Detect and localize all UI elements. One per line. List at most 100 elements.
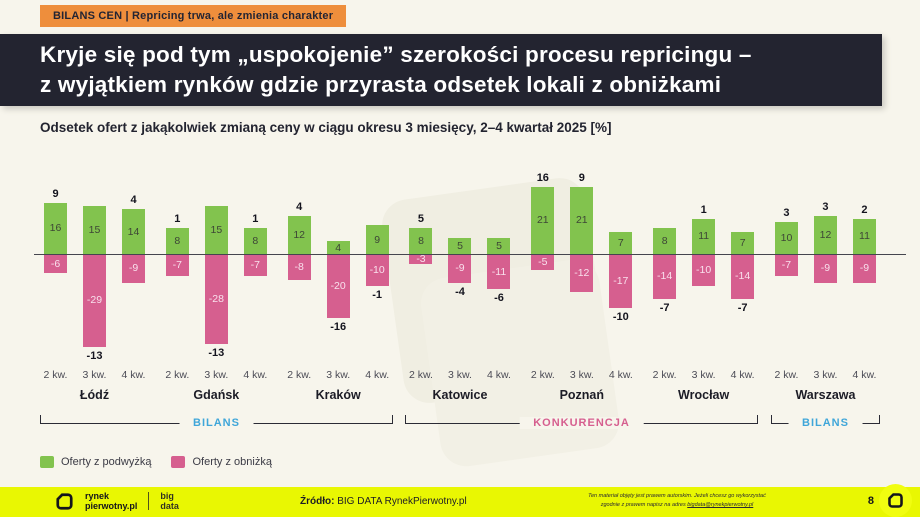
topic-badge: BILANS CEN | Repricing trwa, ale zmienia…	[40, 5, 347, 27]
bar-offers-down: -14	[653, 254, 677, 299]
footer-divider	[148, 492, 150, 511]
city-label: Poznań	[559, 388, 605, 402]
bar-value-up: 11	[698, 230, 710, 243]
bar-value-up: 9	[374, 233, 381, 246]
quarter-label: 2 kw.	[774, 369, 799, 381]
bar-slot: 12 -8 4	[282, 160, 317, 360]
bar-slot: 14 -9 4	[116, 160, 151, 360]
balance-label: 9	[52, 187, 59, 200]
copyright-line1: Ten materiał objęty jest prawem autorski…	[588, 493, 766, 499]
bar-value-down: -9	[859, 262, 870, 275]
bar-slot: 8 -3 5	[403, 160, 438, 360]
copyright-note: Ten materiał objęty jest prawem autorski…	[552, 492, 802, 510]
page-title: Kryje się pod tym „uspokojenie” szerokoś…	[0, 34, 882, 106]
bars-row: 10 -7 3 12 -9 3 11 -9 2	[769, 160, 882, 360]
quarter-label: 3 kw.	[691, 369, 716, 381]
bar-offers-up: 14	[122, 209, 145, 254]
city-label: Warszawa	[795, 388, 856, 402]
bar-slot: 5 -9 -4	[442, 160, 477, 360]
bar-offers-up: 8	[243, 228, 267, 254]
bar-offers-up: 10	[774, 222, 798, 254]
quarter-label: 2 kw.	[530, 369, 555, 381]
bar-offers-up: 5	[487, 238, 511, 254]
bar-value-up: 21	[536, 214, 549, 227]
quarter-label: 2 kw.	[652, 369, 677, 381]
bar-offers-down: -3	[409, 253, 433, 265]
page-number: 8	[867, 495, 874, 507]
quarter-label: 2 kw.	[43, 369, 68, 381]
bar-offers-down: -17	[609, 254, 633, 309]
bar-offers-up: 8	[409, 228, 433, 254]
bar-offers-down: -28	[204, 254, 228, 344]
bar-value-down: -7	[781, 259, 792, 272]
quarter-label: 4 kw.	[730, 369, 755, 381]
bar-slot: 8 -7 1	[160, 160, 195, 360]
quarters-row: 2 kw. 3 kw. 4 kw.	[282, 369, 395, 381]
bar-slot: 15 -28 -13	[199, 160, 234, 360]
page-title-line1: Kryje się pod tym „uspokojenie” szerokoś…	[40, 42, 752, 68]
bar-offers-up: 15	[83, 206, 106, 254]
bar-offers-down: -7	[243, 254, 267, 277]
bar-value-up: 12	[819, 228, 832, 241]
bar-slot: 10 -7 3	[769, 160, 804, 360]
balance-label: -7	[737, 301, 748, 314]
city-group: 8 -7 1 15 -28 -13 8 -7 1 2 kw. 3 kw. 4 kw. Gdańsk	[160, 160, 273, 402]
chart-legend: Oferty z podwyżką Oferty z obniżką	[40, 456, 272, 468]
bar-offers-down: -10	[692, 254, 716, 286]
balance-label: 4	[296, 200, 303, 213]
bar-offers-down: -12	[570, 254, 594, 293]
legend-swatch-up-icon	[40, 456, 54, 468]
city-group: 21 -5 16 21 -12 9 7 -17 -10 2 kw. 3 kw. 4 kw. Poznań	[525, 160, 638, 402]
brackets-row: BILANS KONKURENCJA BILANS	[38, 408, 882, 429]
bar-value-up: 16	[49, 222, 62, 235]
bar-offers-up: 11	[692, 218, 716, 254]
bar-offers-down: -9	[122, 254, 145, 283]
city-group: 8 -14 -7 11 -10 1 7 -14 -7 2 kw. 3 kw. 4 kw. Wrocław	[647, 160, 760, 402]
bars-row: 8 -7 1 15 -28 -13 8 -7 1	[160, 160, 273, 360]
bar-offers-up: 9	[365, 225, 389, 254]
bar-offers-down: -7	[774, 254, 798, 277]
copyright-email-link[interactable]: bigdata@rynekpierwotny.pl	[687, 501, 754, 508]
bar-slot: 12 -9 3	[808, 160, 843, 360]
bar-offers-down: -9	[852, 254, 876, 283]
balance-label: 16	[536, 171, 549, 184]
city-label: Łódź	[79, 388, 110, 402]
bar-value-down: -9	[455, 262, 465, 275]
bar-offers-down: -6	[44, 254, 67, 274]
legend-label-up: Oferty z podwyżką	[61, 456, 152, 468]
bar-slot: 8 -7 1	[238, 160, 273, 360]
balance-label: 9	[578, 171, 585, 184]
bar-offers-up: 11	[852, 218, 876, 254]
bar-slot: 16 -6 9	[38, 160, 73, 360]
copyright-line2: zgodnie z prawem napisz na adres bigdata…	[600, 501, 754, 508]
balance-label: 2	[861, 203, 868, 216]
balance-label: 4	[130, 194, 137, 207]
footer-bar: rynek pierwotny.pl big data Źródło: BIG …	[0, 484, 920, 517]
bar-value-up: 8	[661, 235, 668, 248]
quarters-row: 2 kw. 3 kw. 4 kw.	[647, 369, 760, 381]
quarter-label: 3 kw.	[204, 369, 229, 381]
bar-slot: 9 -10 -1	[360, 160, 395, 360]
city-group: 10 -7 3 12 -9 3 11 -9 2 2 kw. 3 kw. 4 kw. Warszawa	[769, 160, 882, 402]
quarter-label: 4 kw.	[243, 369, 268, 381]
quarter-label: 4 kw.	[608, 369, 633, 381]
bar-value-down: -20	[330, 280, 346, 292]
group-bracket: BILANS	[771, 415, 880, 429]
bigdata-logo-text: big data	[160, 491, 179, 512]
bar-offers-up: 21	[570, 186, 594, 254]
city-group: 16 -6 9 15 -29 -13 14 -9 4 2 kw. 3 kw. 4 kw. Łódź	[38, 160, 151, 402]
bar-slot: 21 -12 9	[564, 160, 599, 360]
legend-label-down: Oferty z obniżką	[192, 456, 272, 468]
bar-value-up: 10	[780, 232, 793, 244]
bar-value-down: -28	[208, 292, 224, 305]
balance-label: -4	[455, 285, 465, 298]
quarters-row: 2 kw. 3 kw. 4 kw.	[525, 369, 638, 381]
bar-value-up: 8	[418, 235, 424, 248]
bar-offers-down: -7	[165, 254, 189, 277]
bar-value-down: -17	[613, 275, 629, 288]
bar-value-up: 4	[335, 241, 342, 254]
bar-offers-up: 7	[609, 231, 633, 254]
bar-value-up: 12	[293, 228, 305, 241]
balance-label: -16	[330, 321, 347, 333]
bar-offers-down: -8	[287, 254, 311, 280]
